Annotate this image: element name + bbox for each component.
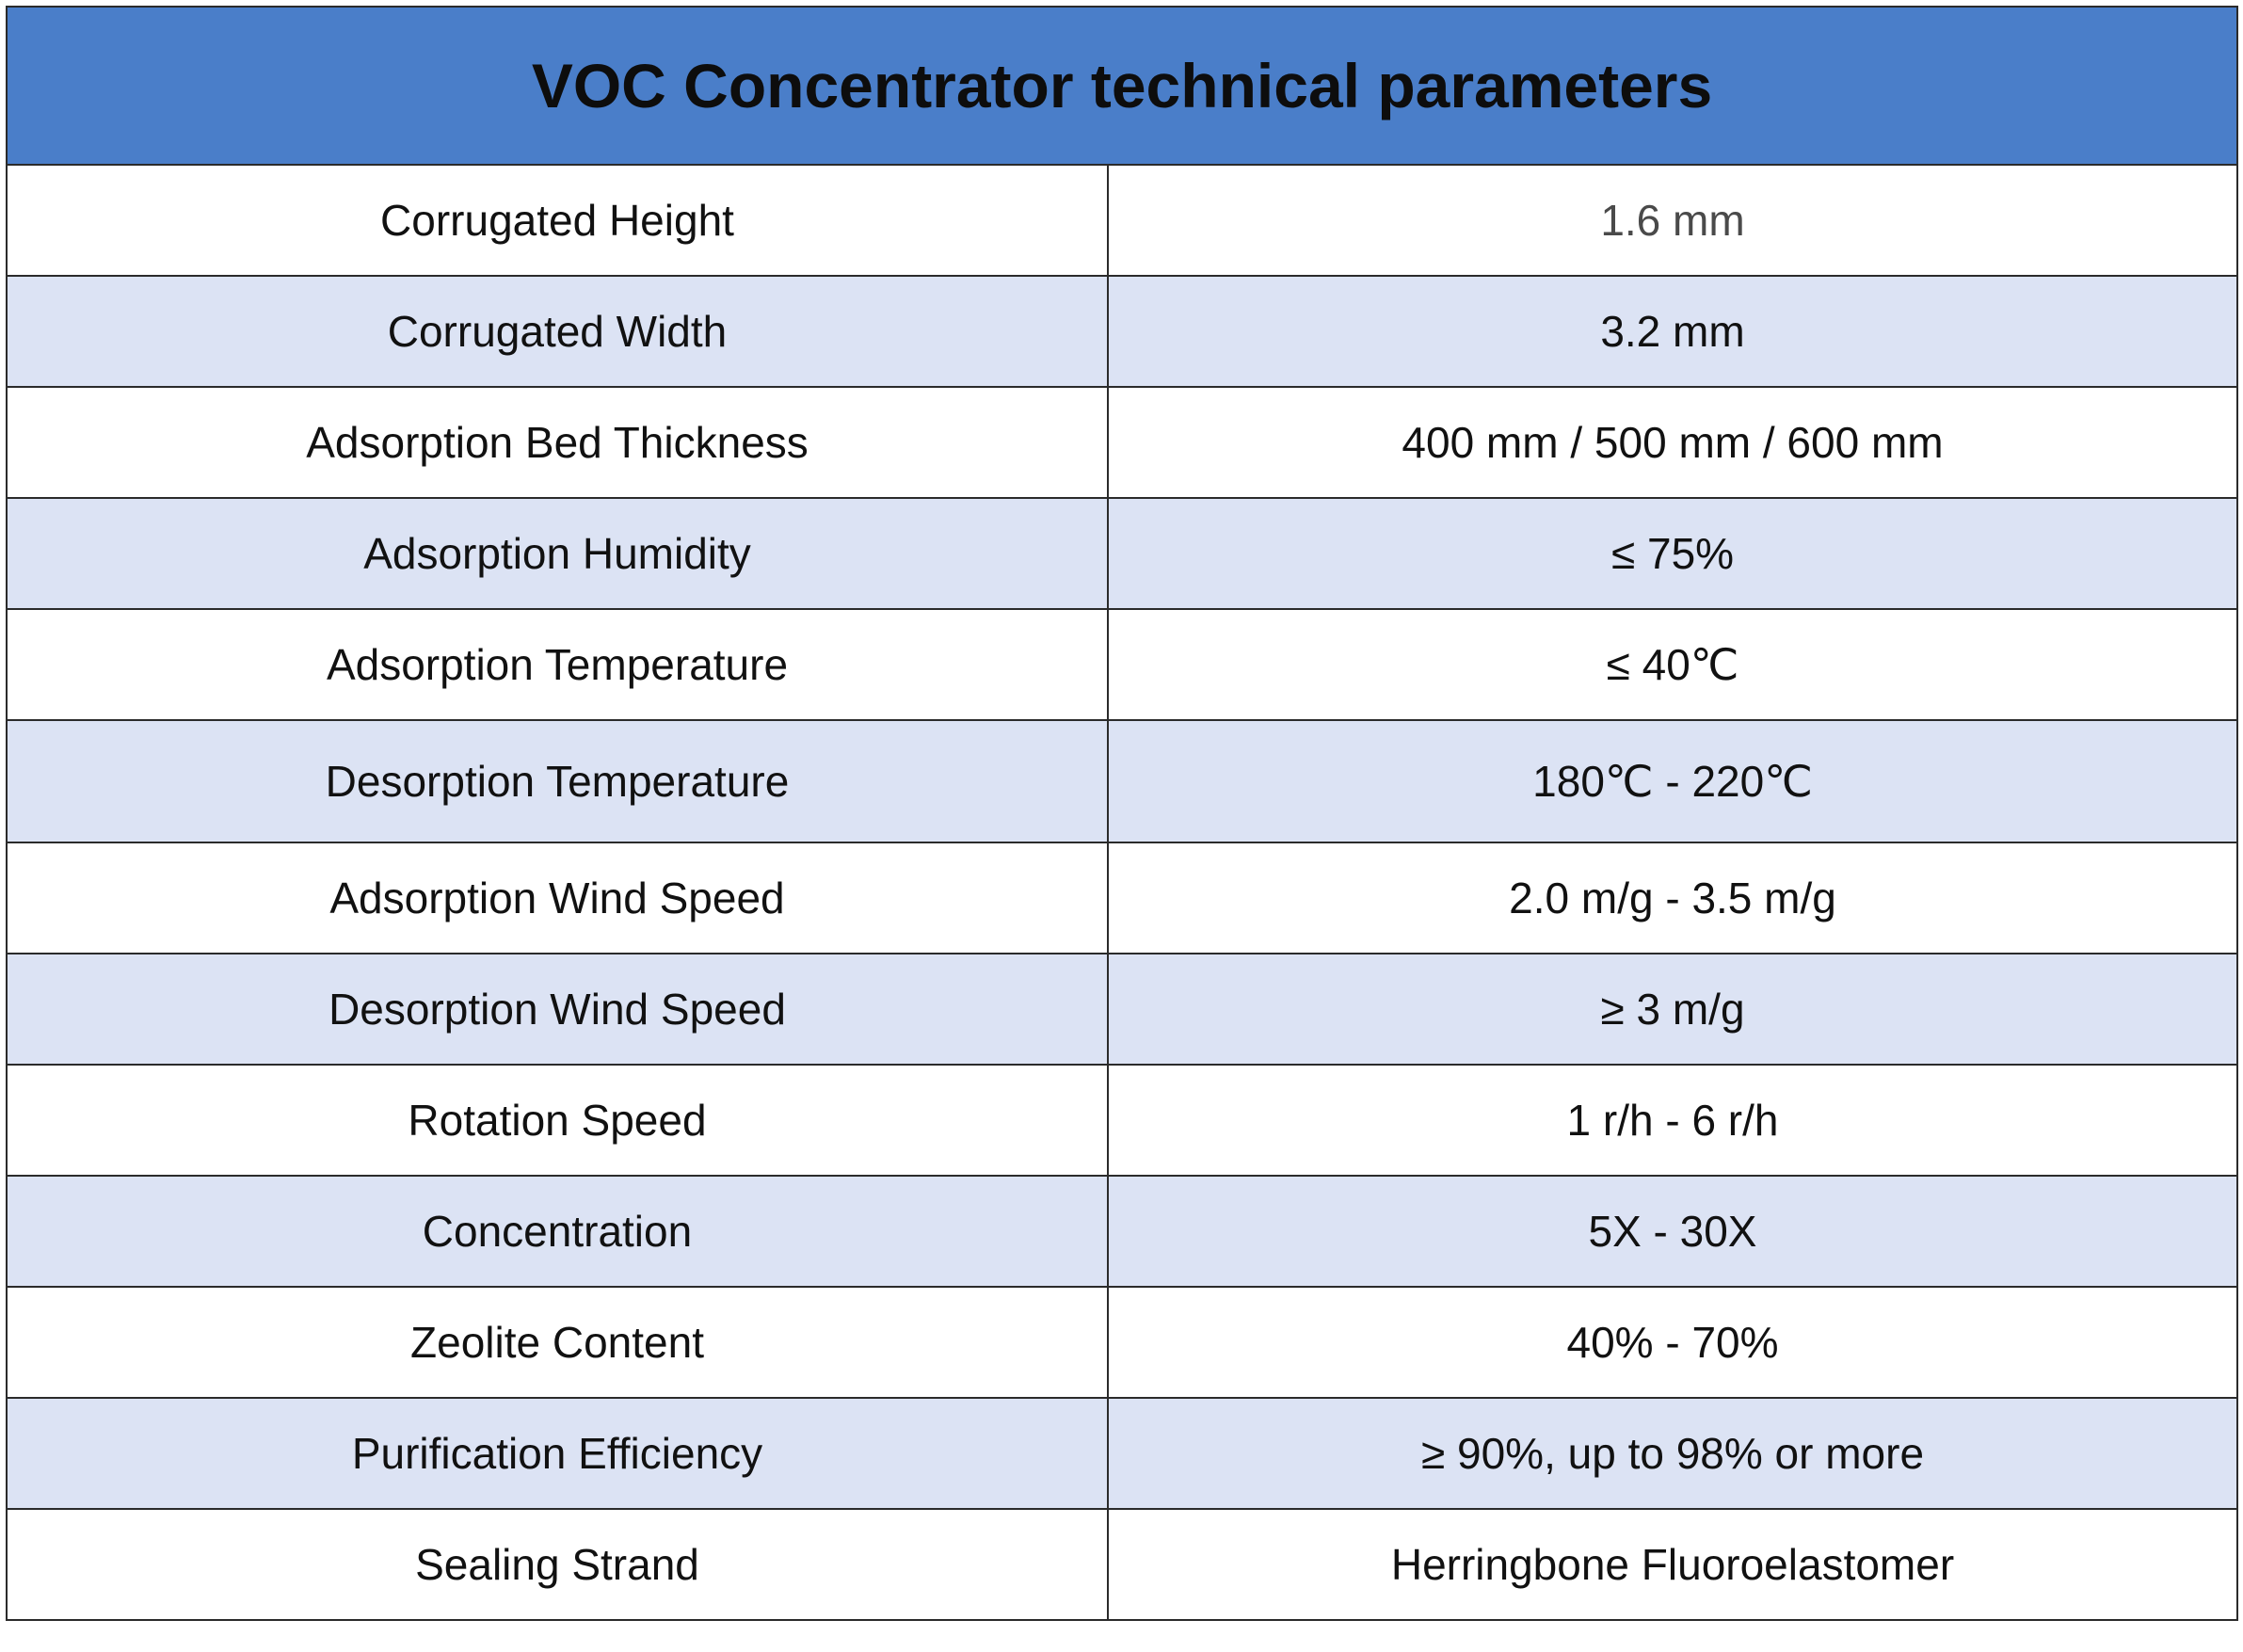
parameter-value: 400 mm / 500 mm / 600 mm (1106, 386, 2239, 499)
table-row: Adsorption Humidity ≤ 75% (6, 497, 2239, 610)
table-row: Rotation Speed 1 r/h - 6 r/h (6, 1064, 2239, 1177)
table-title: VOC Concentrator technical parameters (5, 6, 2239, 166)
parameter-label: Purification Efficiency (6, 1397, 1109, 1510)
table-row: Corrugated Width 3.2 mm (6, 275, 2239, 388)
parameter-label: Corrugated Height (6, 164, 1109, 277)
parameter-value: 40% - 70% (1106, 1286, 2239, 1399)
table-row: Corrugated Height 1.6 mm (6, 164, 2239, 277)
parameters-table: VOC Concentrator technical parameters Co… (5, 6, 2239, 1621)
table-row: Concentration 5X - 30X (6, 1175, 2239, 1288)
parameter-value: Herringbone Fluoroelastomer (1106, 1508, 2239, 1621)
table-row: Adsorption Temperature ≤ 40℃ (6, 608, 2239, 721)
parameter-value: ≤ 40℃ (1106, 608, 2239, 721)
parameter-label: Desorption Temperature (6, 719, 1109, 843)
parameter-label: Zeolite Content (6, 1286, 1109, 1399)
table-row: Desorption Wind Speed ≥ 3 m/g (6, 953, 2239, 1066)
parameter-label: Desorption Wind Speed (6, 953, 1109, 1066)
parameter-label: Adsorption Humidity (6, 497, 1109, 610)
parameter-label: Sealing Strand (6, 1508, 1109, 1621)
parameter-value: ≤ 75% (1106, 497, 2239, 610)
parameter-value: 1.6 mm (1106, 164, 2239, 277)
parameter-value: ≥ 3 m/g (1106, 953, 2239, 1066)
table-header-row: VOC Concentrator technical parameters (5, 6, 2239, 166)
parameter-value: 5X - 30X (1106, 1175, 2239, 1288)
parameter-label: Rotation Speed (6, 1064, 1109, 1177)
parameter-value: 1 r/h - 6 r/h (1106, 1064, 2239, 1177)
parameter-value: ≥ 90%, up to 98% or more (1106, 1397, 2239, 1510)
parameter-label: Adsorption Bed Thickness (6, 386, 1109, 499)
parameter-label: Concentration (6, 1175, 1109, 1288)
table-row: Adsorption Wind Speed 2.0 m/g - 3.5 m/g (6, 842, 2239, 954)
parameter-label: Corrugated Width (6, 275, 1109, 388)
table-row: Adsorption Bed Thickness 400 mm / 500 mm… (6, 386, 2239, 499)
table-row: Purification Efficiency ≥ 90%, up to 98%… (6, 1397, 2239, 1510)
parameter-value: 180℃ - 220℃ (1106, 719, 2239, 843)
parameter-label: Adsorption Wind Speed (6, 842, 1109, 954)
parameter-label: Adsorption Temperature (6, 608, 1109, 721)
table-row: Zeolite Content 40% - 70% (6, 1286, 2239, 1399)
parameter-value: 3.2 mm (1106, 275, 2239, 388)
parameter-value: 2.0 m/g - 3.5 m/g (1106, 842, 2239, 954)
table-row: Sealing Strand Herringbone Fluoroelastom… (6, 1508, 2239, 1621)
table-row: Desorption Temperature 180℃ - 220℃ (6, 719, 2239, 843)
